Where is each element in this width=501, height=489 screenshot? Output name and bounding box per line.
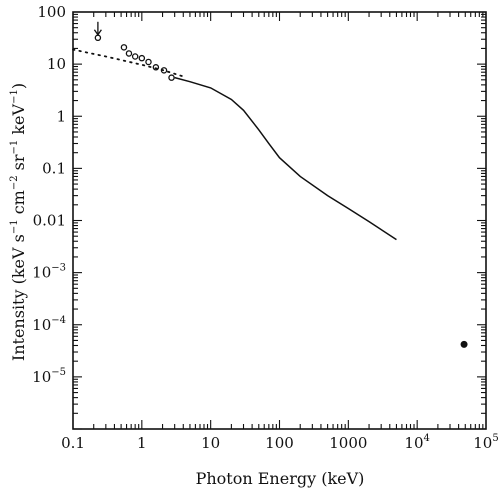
y-tick-label: 10−4 xyxy=(32,315,66,334)
axis-ticks xyxy=(72,12,486,430)
y-tick-label: 0.01 xyxy=(33,212,66,230)
x-tick-label: 104 xyxy=(404,433,429,452)
x-axis-title: Photon Energy (keV) xyxy=(196,469,365,488)
y-tick-label: 0.1 xyxy=(42,159,66,177)
data-point xyxy=(145,58,152,66)
plot-frame xyxy=(72,11,487,430)
spectrum-curve xyxy=(174,76,397,241)
x-tick-label: 1 xyxy=(137,434,147,452)
data-point xyxy=(125,50,133,57)
data-point-filled xyxy=(460,340,468,348)
x-tick-label: 100 xyxy=(265,434,294,452)
x-tick-label: 10 xyxy=(201,434,220,452)
data-point xyxy=(160,67,168,74)
x-tick-label: 105 xyxy=(473,433,498,452)
data-point xyxy=(120,44,128,51)
extrapolation-dotted-line xyxy=(72,48,185,78)
y-tick-label: 10 xyxy=(47,55,66,73)
data-point xyxy=(131,53,139,60)
data-point xyxy=(138,54,146,62)
y-tick-label: 10−3 xyxy=(32,263,66,282)
x-tick-label: 0.1 xyxy=(61,434,85,452)
data-series xyxy=(72,21,468,348)
y-tick-label: 10−5 xyxy=(32,367,66,386)
y-tick-label: 100 xyxy=(37,3,66,21)
y-axis-title: Intensity (keV s−1 cm−2 sr−1 keV−1) xyxy=(9,83,28,361)
x-tick-label: 1000 xyxy=(329,434,367,452)
upper-limit-point xyxy=(94,34,102,42)
data-point xyxy=(152,64,160,71)
upper-limit-arrowhead xyxy=(93,29,102,36)
y-tick-label: 1 xyxy=(56,107,66,125)
data-point xyxy=(168,74,175,81)
tick-labels: 0.1 1 10 100 1000 104 105 100 10 1 0.1 0.01 10−3 10−4… xyxy=(32,3,499,452)
